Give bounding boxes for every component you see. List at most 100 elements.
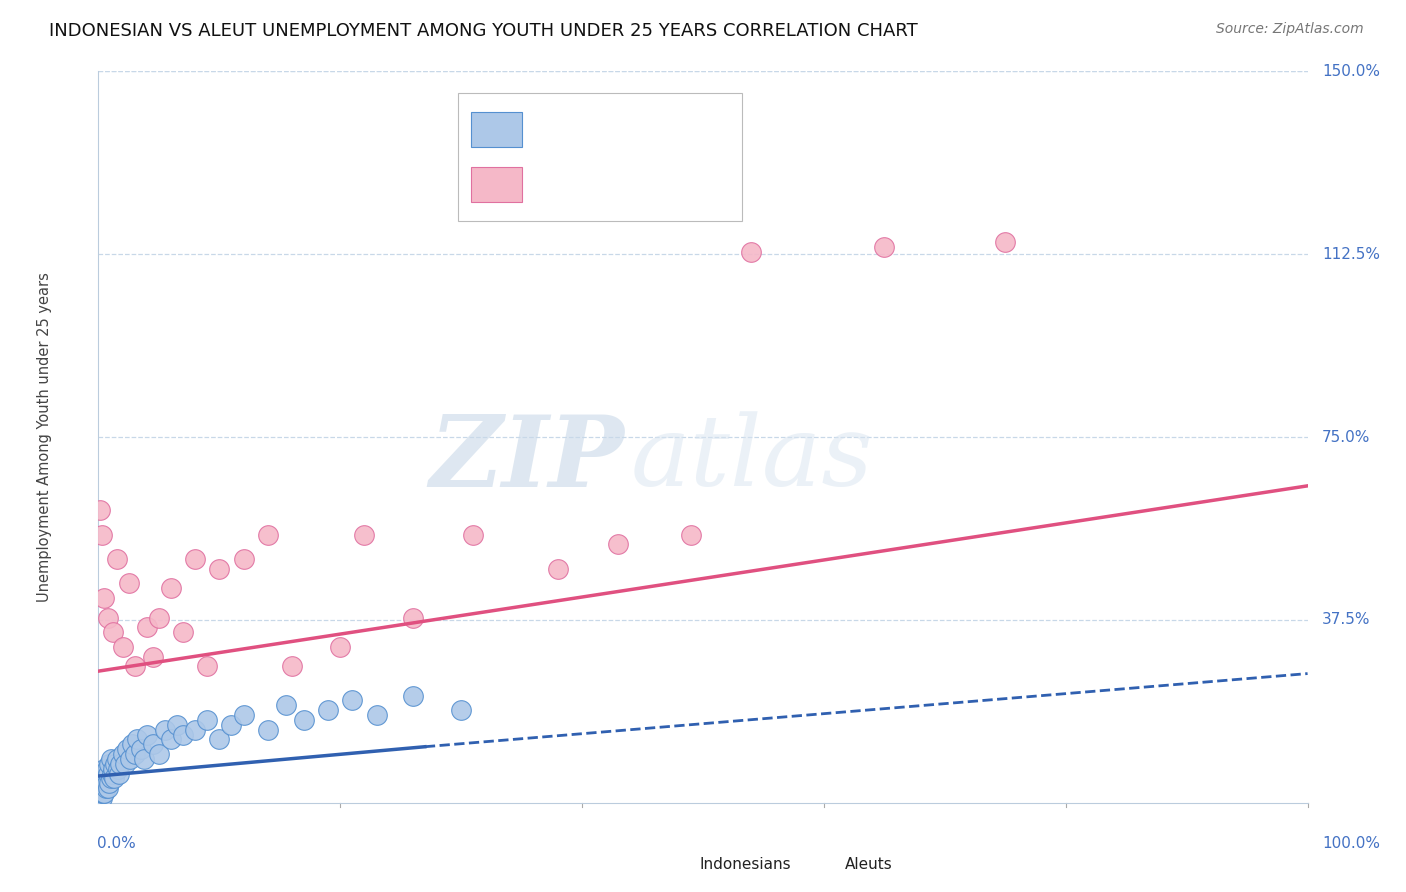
Point (166, 718, 188, 732)
Point (160, 732, 183, 747)
Point (91, 786, 114, 800)
Point (342, 693, 364, 707)
Point (129, 742, 152, 756)
Point (117, 742, 139, 756)
Point (101, 762, 124, 776)
Point (91, 772, 114, 786)
Point (135, 727, 157, 741)
Text: INDONESIAN VS ALEUT UNEMPLOYMENT AMONG YOUTH UNDER 25 YEARS CORRELATION CHART: INDONESIAN VS ALEUT UNEMPLOYMENT AMONG Y… (49, 22, 918, 40)
Point (184, 552, 207, 566)
Point (104, 756, 127, 771)
Point (994, 235, 1017, 249)
Point (98, 776, 121, 790)
Point (93, 776, 115, 790)
Point (91, 791, 114, 805)
Point (679, 527, 702, 541)
Point (208, 732, 231, 747)
Point (91, 776, 114, 790)
Point (111, 640, 134, 654)
Point (97, 766, 120, 780)
Point (221, 718, 243, 732)
Point (91, 766, 114, 780)
Point (142, 737, 165, 751)
Point (195, 659, 218, 673)
Point (100, 766, 122, 780)
Point (90, 781, 112, 796)
Point (127, 732, 149, 747)
Point (94, 766, 117, 780)
Point (94, 781, 117, 796)
Text: 75.0%: 75.0% (1322, 430, 1371, 444)
FancyBboxPatch shape (652, 851, 693, 879)
Point (97, 781, 120, 796)
Point (232, 552, 254, 566)
Point (91, 527, 114, 541)
Point (90, 776, 112, 790)
Point (118, 752, 141, 766)
Point (172, 625, 194, 640)
Point (463, 527, 485, 541)
Point (329, 640, 352, 654)
Text: Indonesians: Indonesians (699, 857, 792, 872)
Point (274, 698, 297, 713)
Text: R = 0.154: R = 0.154 (534, 121, 617, 139)
Point (195, 713, 218, 727)
Point (366, 708, 388, 723)
Point (100, 752, 122, 766)
Point (353, 527, 375, 541)
Point (208, 562, 231, 576)
Point (121, 737, 143, 751)
FancyBboxPatch shape (457, 94, 742, 221)
Text: 100.0%: 100.0% (1322, 836, 1381, 851)
Point (402, 610, 425, 624)
Point (108, 756, 131, 771)
Point (873, 240, 896, 254)
Point (124, 747, 146, 761)
Text: Source: ZipAtlas.com: Source: ZipAtlas.com (1216, 22, 1364, 37)
Point (93, 591, 115, 605)
Point (135, 620, 157, 634)
Point (316, 703, 339, 717)
Point (402, 689, 425, 703)
Point (148, 747, 170, 761)
Point (93, 762, 115, 776)
Point (450, 703, 472, 717)
Point (105, 752, 128, 766)
Point (98, 756, 121, 771)
Point (281, 659, 304, 673)
FancyBboxPatch shape (797, 851, 838, 879)
Text: Aleuts: Aleuts (845, 857, 893, 872)
Point (172, 727, 194, 741)
Point (134, 752, 156, 766)
Point (142, 649, 165, 664)
Point (111, 747, 134, 761)
Point (107, 762, 129, 776)
Point (148, 610, 170, 624)
Point (160, 581, 183, 595)
Point (108, 766, 131, 780)
Text: Unemployment Among Youth under 25 years: Unemployment Among Youth under 25 years (37, 272, 52, 602)
Text: 0.0%: 0.0% (97, 836, 136, 851)
Point (101, 625, 124, 640)
Text: 112.5%: 112.5% (1322, 247, 1381, 261)
Text: 37.5%: 37.5% (1322, 613, 1371, 627)
Point (89, 791, 111, 805)
Point (153, 723, 176, 737)
Point (89, 503, 111, 517)
Point (96, 762, 118, 776)
Text: N = 61: N = 61 (661, 121, 718, 139)
Text: ZIP: ZIP (429, 411, 624, 508)
Point (89, 786, 111, 800)
Point (256, 723, 278, 737)
Point (256, 527, 278, 541)
Text: R = 0.415: R = 0.415 (534, 176, 617, 194)
Point (124, 659, 146, 673)
Point (232, 708, 254, 723)
Text: atlas: atlas (630, 411, 873, 507)
Point (184, 723, 207, 737)
Point (547, 562, 569, 576)
Point (105, 552, 128, 566)
FancyBboxPatch shape (471, 167, 522, 202)
Point (103, 772, 125, 786)
Point (292, 713, 315, 727)
